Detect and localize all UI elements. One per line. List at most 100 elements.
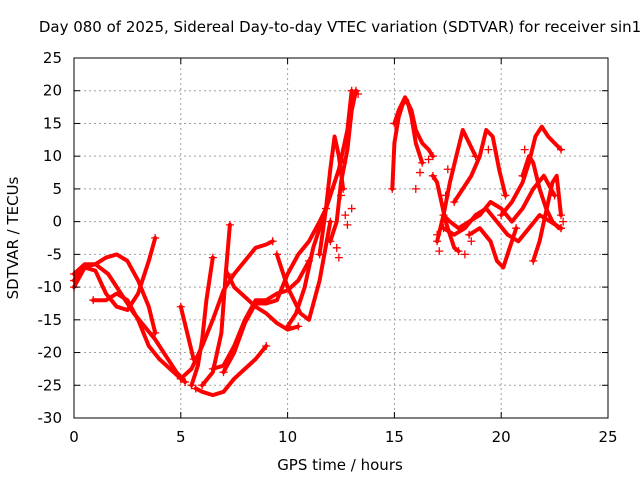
data-point xyxy=(339,158,348,167)
series-arc-6 xyxy=(176,237,277,383)
data-point xyxy=(354,90,363,98)
series-arc-19 xyxy=(428,171,463,256)
data-point xyxy=(439,211,448,220)
series-line xyxy=(225,272,301,332)
y-tick-label: 10 xyxy=(43,147,62,165)
data-point xyxy=(454,247,463,256)
series-line xyxy=(441,206,563,244)
data-point xyxy=(337,191,345,200)
data-point xyxy=(176,302,185,311)
data-point xyxy=(208,364,217,373)
series-line xyxy=(328,88,358,244)
y-tick-label: -10 xyxy=(38,278,63,296)
data-point xyxy=(484,145,493,154)
data-point xyxy=(326,237,335,246)
series-line xyxy=(193,344,269,398)
series-arc-26 xyxy=(518,154,566,233)
x-axis-label: GPS time / hours xyxy=(277,456,403,474)
series-arc-14 xyxy=(283,86,356,331)
tick-layer: 0 5 10 15 20 25 -30 -25 -20 -15 -10 -5 0 5 10 15 20 25 xyxy=(38,49,618,446)
y-tick-label: 5 xyxy=(52,180,62,198)
data-point xyxy=(198,381,207,390)
data-point xyxy=(225,220,234,229)
series-arc-12 xyxy=(223,270,303,332)
series-line xyxy=(452,128,508,204)
data-point xyxy=(439,224,448,233)
data-point xyxy=(151,234,160,242)
series-arc-5 xyxy=(176,302,198,364)
series-arc-4 xyxy=(89,291,185,383)
series-line xyxy=(317,134,346,257)
series-line xyxy=(72,236,158,312)
y-axis-label: SDTVAR / TECUs xyxy=(4,176,22,299)
data-point xyxy=(411,184,420,193)
data-point xyxy=(315,250,324,259)
x-tick-label: 15 xyxy=(385,428,404,446)
data-point xyxy=(332,243,341,252)
series-line xyxy=(221,206,328,375)
series-line xyxy=(189,255,215,388)
data-point xyxy=(557,145,566,154)
data-point xyxy=(520,145,529,154)
y-tick-label: -20 xyxy=(38,344,63,362)
data-point xyxy=(334,253,343,262)
data-point xyxy=(89,296,98,305)
data-point xyxy=(223,270,232,278)
data-point xyxy=(467,237,476,246)
data-point xyxy=(443,165,452,174)
data-point xyxy=(428,171,437,180)
series-arc-7 xyxy=(187,253,217,390)
data-point xyxy=(465,230,474,239)
series-line xyxy=(467,226,519,270)
data-point xyxy=(341,211,350,220)
plot-frame xyxy=(73,57,609,419)
series-line xyxy=(91,291,183,381)
data-point xyxy=(181,378,190,386)
y-tick-label: 15 xyxy=(43,114,62,132)
series-arc-9 xyxy=(198,220,234,390)
data-point xyxy=(418,158,427,167)
data-point xyxy=(460,250,469,259)
data-point xyxy=(176,374,185,383)
series-line xyxy=(200,222,232,388)
data-point xyxy=(518,171,527,180)
y-tick-label: 0 xyxy=(52,213,62,231)
data-point xyxy=(283,322,292,331)
y-tick-label: -15 xyxy=(38,311,63,329)
series-arc-18 xyxy=(390,95,437,161)
data-point xyxy=(450,198,459,206)
series-line xyxy=(430,173,461,254)
series-arc-25 xyxy=(497,124,566,220)
series-line xyxy=(520,154,563,231)
data-point xyxy=(390,119,399,128)
series-line xyxy=(499,124,563,218)
data-point xyxy=(347,204,356,213)
series-line xyxy=(178,304,196,362)
x-tick-label: 5 xyxy=(176,428,186,446)
data-point xyxy=(219,368,228,377)
data-point xyxy=(441,191,450,200)
series-line xyxy=(531,173,563,263)
y-tick-label: -5 xyxy=(47,245,62,263)
data-point xyxy=(557,211,566,220)
y-tick-label: -30 xyxy=(38,409,63,427)
data-point xyxy=(433,230,442,239)
data-point xyxy=(262,342,271,350)
series-line xyxy=(441,173,557,231)
series-line xyxy=(210,258,311,371)
plot-layer xyxy=(70,86,568,398)
data-point xyxy=(416,168,425,177)
series-line xyxy=(178,239,275,381)
data-point xyxy=(268,237,277,246)
y-tick-label: 20 xyxy=(43,82,62,100)
data-point xyxy=(501,191,510,200)
data-point xyxy=(208,253,217,262)
data-point xyxy=(529,256,538,265)
series-line xyxy=(390,98,425,191)
series-arc-23 xyxy=(450,128,510,206)
x-tick-label: 0 xyxy=(69,428,79,446)
y-tick-label: 25 xyxy=(43,49,62,67)
series-line xyxy=(392,95,435,159)
data-point xyxy=(388,184,397,193)
